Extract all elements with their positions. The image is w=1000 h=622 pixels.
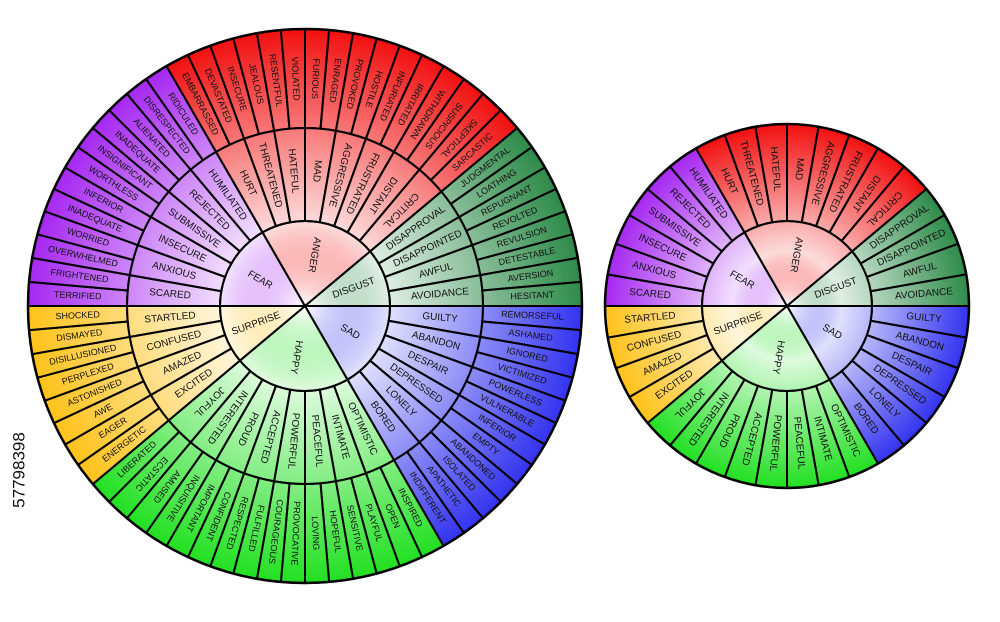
wheel-big <box>26 27 584 585</box>
outer-label: LOVING <box>310 516 321 550</box>
middle-label: STARTLED <box>624 310 676 325</box>
middle-label: PEACEFUL <box>791 416 807 470</box>
middle-label: MAD <box>792 157 805 180</box>
outer-label: HESITANT <box>510 289 555 301</box>
middle-label: SCARED <box>629 287 671 302</box>
wheel-rim <box>26 27 584 585</box>
watermark-id: 57798398 <box>9 432 28 508</box>
middle-label: HATEFUL <box>286 148 301 194</box>
middle-label: HATEFUL <box>767 146 782 192</box>
middle-label: AVOIDANCE <box>411 286 470 302</box>
outer-label: TERRIFIED <box>54 289 102 301</box>
outer-label: PROVOCATIVE <box>289 501 302 566</box>
outer-label: VIOLATED <box>290 57 302 102</box>
middle-label: AVOIDANCE <box>895 286 954 302</box>
middle-label: MAD <box>310 159 323 182</box>
outer-label: REMORSEFUL <box>501 309 564 322</box>
middle-label: PEACEFUL <box>309 414 325 468</box>
outer-label: FURIOUS <box>310 58 322 99</box>
wheel-rim <box>603 122 971 490</box>
middle-label: SCARED <box>149 287 191 302</box>
middle-label: GUILTY <box>906 311 943 325</box>
middle-label: POWERFUL <box>767 414 783 472</box>
outer-label: SHOCKED <box>55 309 100 321</box>
middle-label: STARTLED <box>144 310 196 325</box>
wheel-small <box>603 122 971 490</box>
middle-label: GUILTY <box>422 311 459 325</box>
middle-label: POWERFUL <box>285 412 301 470</box>
